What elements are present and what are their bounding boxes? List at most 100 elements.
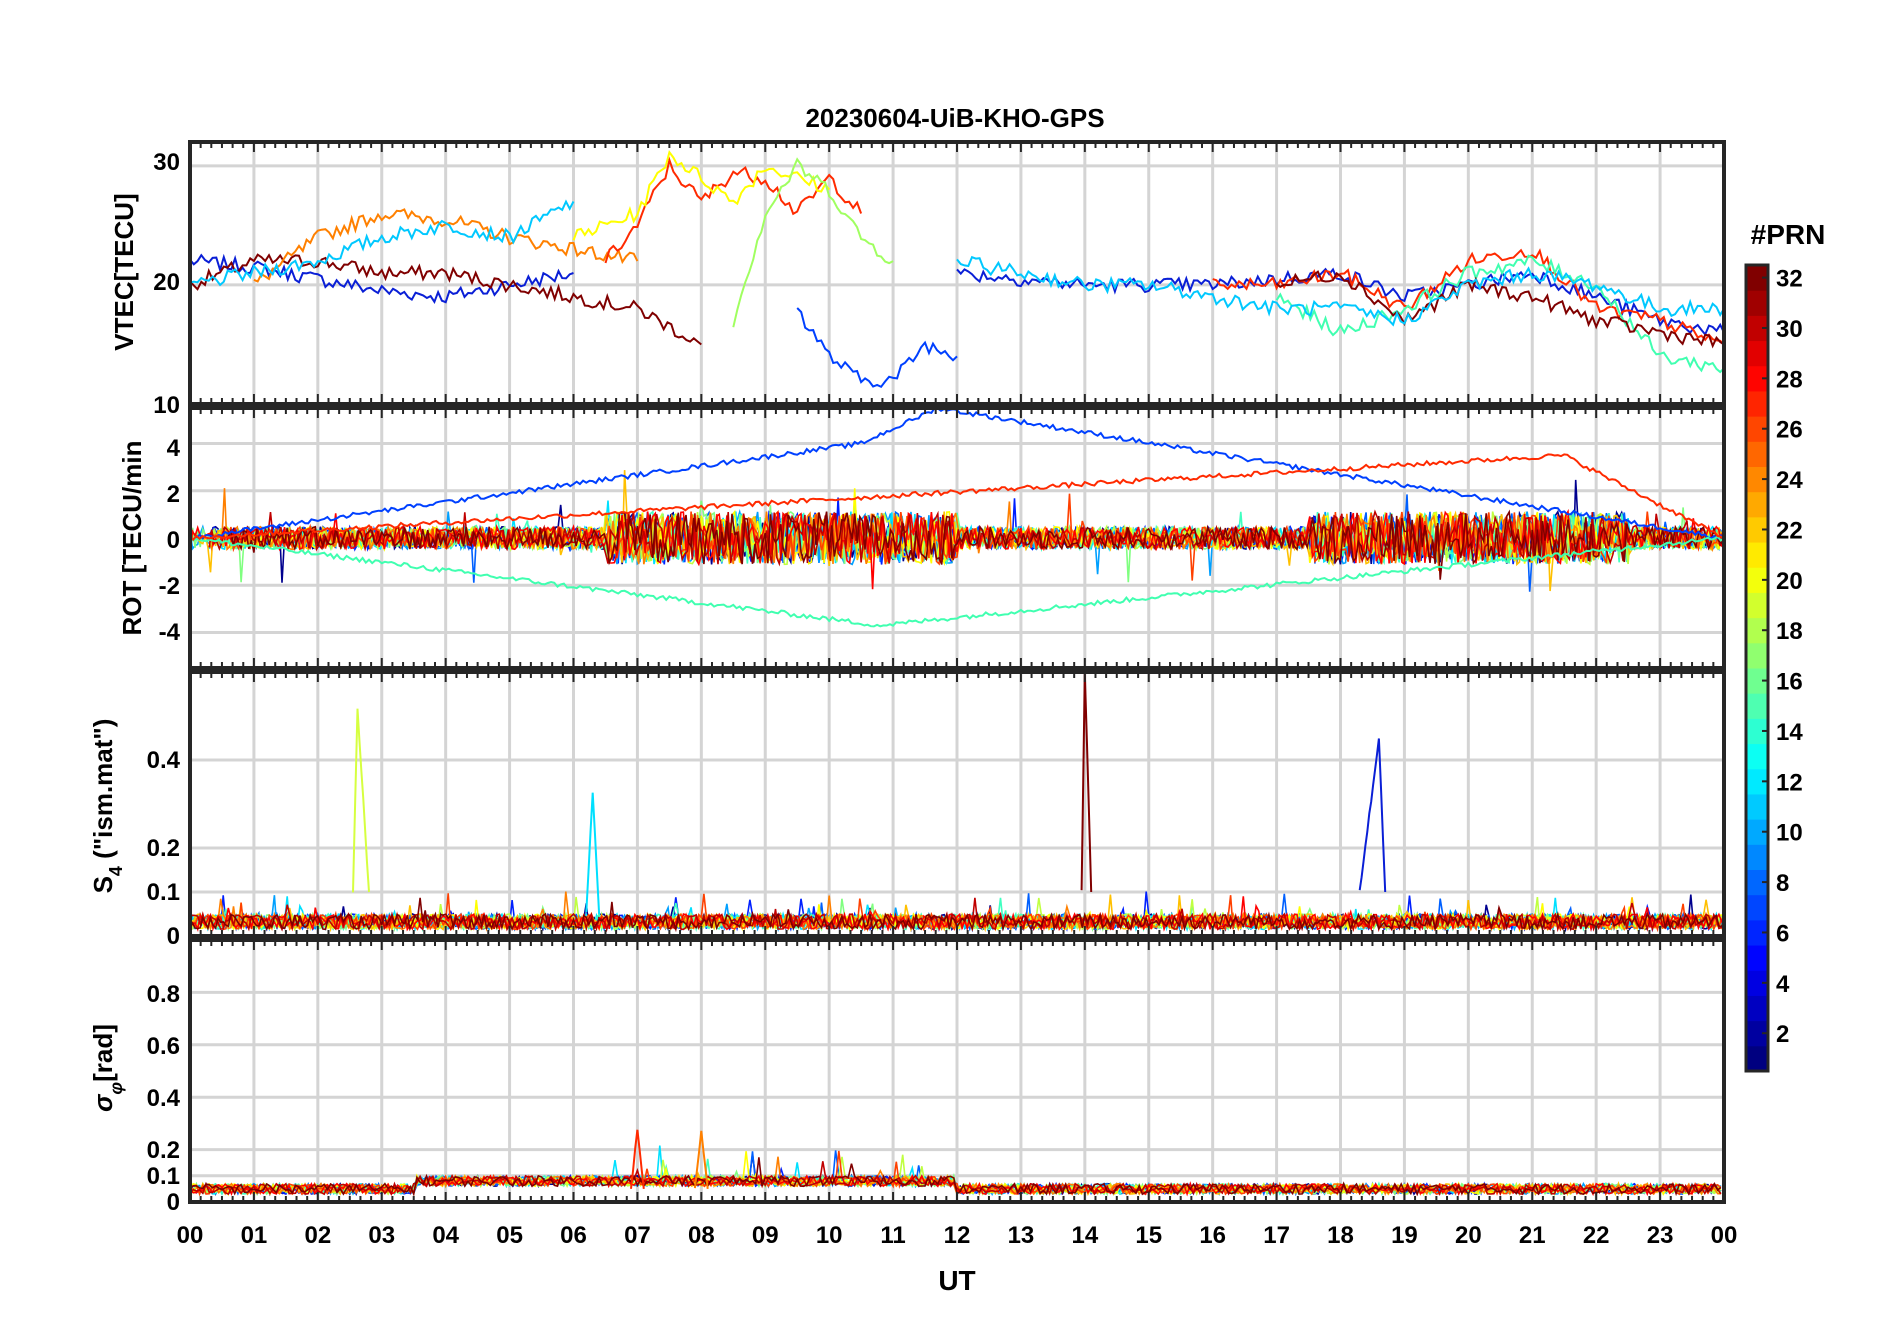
sigma-phi-traces (189, 1129, 1722, 1197)
colorbar-band (1746, 416, 1768, 442)
x-tick-label: 17 (1263, 1222, 1290, 1249)
rot-minor-ticks (189, 408, 1725, 668)
series-line (572, 150, 830, 241)
colorbar-band (1746, 743, 1768, 770)
x-tick-label: 05 (496, 1222, 523, 1249)
vtec-y-tick: 10 (153, 392, 180, 419)
s4-y-tick-labels: 0 0.1 0.2 0.4 (147, 747, 181, 950)
x-tick-label: 15 (1135, 1222, 1162, 1249)
colorbar-gradient (1746, 265, 1768, 1072)
colorbar-tick-label: 2 (1776, 1021, 1789, 1048)
rot-panel: -4 -2 0 2 4 ROT [TECU/min (117, 406, 1726, 670)
series-line (732, 157, 894, 328)
colorbar-band (1746, 819, 1768, 845)
sigma-phi-panel: 0 0.1 0.2 0.4 0.6 0.8 σφ[rad] 00 01 02 03 04… (88, 938, 1738, 1296)
colorbar-tick-label: 16 (1776, 669, 1803, 696)
series-line (604, 156, 863, 264)
s4-y-tick: 0 (167, 923, 180, 950)
x-tick-label: 00 (1711, 1222, 1738, 1249)
series-line (352, 708, 370, 893)
x-tick-label: 11 (880, 1222, 905, 1249)
colorbar-band (1746, 642, 1768, 669)
series-line (189, 453, 1725, 542)
colorbar-band (1746, 441, 1768, 467)
rot-trace (227, 509, 1725, 580)
sigma-phi-trace (189, 1157, 1722, 1197)
series-line (1275, 270, 1725, 349)
sigma-phi-y-tick: 0.1 (147, 1163, 180, 1190)
colorbar-band (1746, 290, 1768, 316)
series-line (1080, 672, 1093, 893)
colorbar-band (1746, 1045, 1768, 1072)
series-line (189, 535, 1725, 628)
series-line (956, 255, 1725, 327)
colorbar-tick-label: 10 (1776, 820, 1803, 847)
x-tick-label: 12 (944, 1222, 971, 1249)
rot-y-tick: -4 (159, 619, 181, 646)
x-tick-label: 21 (1519, 1222, 1546, 1249)
colorbar-band (1746, 894, 1768, 921)
colorbar-frame (1744, 263, 1770, 1073)
colorbar-band (1746, 466, 1768, 493)
x-tick-label: 22 (1583, 1222, 1610, 1249)
series-line (1358, 738, 1387, 893)
rot-y-label: ROT [TECU/min (117, 441, 147, 636)
x-tick-label: 06 (560, 1222, 587, 1249)
colorbar-tick-label: 30 (1776, 316, 1803, 343)
sigma-phi-y-tick: 0.8 (147, 981, 180, 1008)
sigma-phi-grid (190, 940, 1724, 1202)
s4-panel: 0 0.1 0.2 0.4 S4 ("ism.mat") (88, 670, 1726, 950)
sigma-phi-y-tick-labels: 0 0.1 0.2 0.4 0.6 0.8 (147, 981, 181, 1216)
rot-y-tick-labels: -4 -2 0 2 4 (159, 435, 181, 646)
s4-y-label: S4 ("ism.mat") (88, 719, 126, 894)
series-line (796, 307, 958, 389)
vtec-y-tick-labels: 10 20 30 (153, 149, 180, 419)
x-tick-label: 10 (816, 1222, 843, 1249)
rot-y-tick: -2 (159, 573, 180, 600)
colorbar-band (1746, 668, 1768, 694)
colorbar-tick-label: 6 (1776, 920, 1789, 947)
vtec-y-tick: 30 (153, 149, 180, 176)
colorbar-band (1746, 340, 1768, 367)
x-tick-label: 14 (1071, 1222, 1098, 1249)
x-tick-label: 13 (1008, 1222, 1035, 1249)
rot-trace (189, 508, 1725, 590)
x-axis-label: UT (938, 1265, 975, 1296)
series-line (630, 1129, 645, 1190)
colorbar-band (1746, 390, 1768, 417)
colorbar-band (1746, 693, 1768, 719)
colorbar-band (1746, 365, 1768, 392)
colorbar-band (1746, 592, 1768, 619)
series-line (585, 792, 601, 915)
x-tick-label: 01 (241, 1222, 268, 1249)
series-line (189, 253, 702, 346)
colorbar-band (1746, 844, 1768, 870)
colorbar-band (1746, 516, 1768, 543)
colorbar-band (1746, 919, 1768, 946)
colorbar-band (1746, 617, 1768, 644)
colorbar-tick-label: 32 (1776, 266, 1803, 293)
x-tick-label: 23 (1647, 1222, 1674, 1249)
x-tick-label: 18 (1327, 1222, 1354, 1249)
vtec-y-label: VTEC[TECU] (109, 193, 139, 350)
x-tick-label: 19 (1391, 1222, 1418, 1249)
colorbar-band (1746, 793, 1768, 820)
colorbar-tick-label: 28 (1776, 366, 1803, 393)
figure-title: 20230604-UiB-KHO-GPS (805, 103, 1104, 133)
colorbar-tick-label: 18 (1776, 618, 1803, 645)
s4-minor-ticks (189, 672, 1725, 936)
sigma-phi-y-tick: 0.6 (147, 1033, 180, 1060)
sigma-phi-y-tick: 0 (167, 1189, 180, 1216)
colorbar-title: #PRN (1751, 219, 1826, 250)
colorbar-band (1746, 315, 1768, 342)
series-line (1275, 254, 1725, 374)
colorbar-band (1746, 970, 1768, 996)
s4-y-tick: 0.1 (147, 879, 180, 906)
colorbar-tick-label: 12 (1776, 769, 1803, 796)
colorbar-tick-label: 8 (1776, 870, 1789, 897)
x-tick-label: 04 (432, 1222, 459, 1249)
colorbar-tick-label: 20 (1776, 568, 1803, 595)
colorbar-band (1746, 542, 1768, 568)
